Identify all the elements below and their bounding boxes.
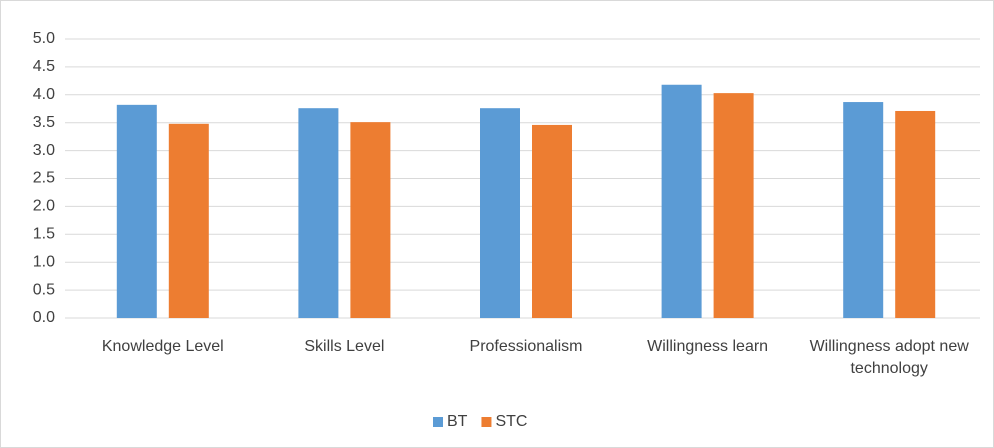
y-tick-label: 1.5 [33,226,55,243]
bar [480,108,520,318]
y-tick-label: 1.0 [33,253,55,270]
y-tick-label: 2.5 [33,170,55,187]
x-tick-label: Willingness learn [647,338,769,355]
bar [350,122,391,318]
bar [532,124,572,318]
x-tick-label: Willingness adopt new technology [809,338,969,377]
bar [168,123,209,318]
bar [895,110,936,319]
bar [116,104,157,319]
bar [843,102,884,318]
x-tick-label: Professionalism [469,338,583,355]
y-tick-label: 3.0 [33,142,55,159]
bar [661,84,702,318]
y-tick-label: 5.0 [33,30,55,47]
legend-swatch [481,417,492,427]
y-tick-label: 2.0 [33,198,55,215]
y-tick-label: 4.0 [33,86,55,103]
y-tick-label: 0.0 [33,309,55,326]
x-tick-label: Skills Level [304,338,385,355]
y-tick-label: 0.5 [33,281,55,298]
legend-label: BT [447,413,468,430]
legend-label: STC [495,413,527,430]
bar [713,93,754,318]
bar [298,108,339,318]
y-tick-label: 3.5 [33,114,55,131]
y-tick-label: 4.5 [33,58,55,75]
legend-swatch [433,417,443,427]
x-tick-label: Knowledge Level [101,338,224,355]
